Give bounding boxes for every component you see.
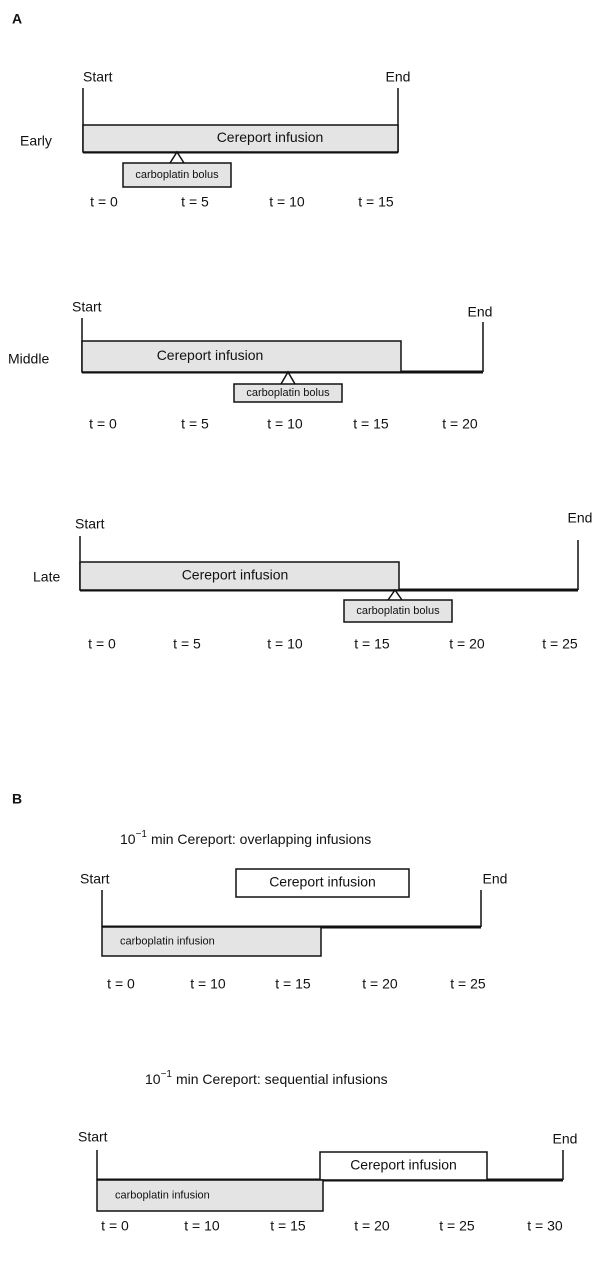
title-base: 10 — [120, 831, 136, 847]
bolus-box — [122, 162, 232, 188]
bolus-pointer — [387, 588, 403, 601]
infusion-label: Cereport infusion — [217, 129, 324, 145]
bolus-box — [233, 383, 343, 403]
time-label: t = 30 — [527, 1218, 563, 1234]
end-label: End — [483, 871, 508, 887]
cereport-bar — [319, 1151, 488, 1181]
infusion-label: Cereport infusion — [182, 567, 289, 583]
panel-label: A — [12, 11, 22, 27]
bolus-label: carboplatin bolus — [356, 605, 440, 617]
title-exponent: −1 — [161, 1069, 173, 1080]
time-label: t = 20 — [449, 636, 485, 652]
infusion-bar — [82, 124, 399, 153]
bolus-box — [343, 599, 453, 623]
time-label: t = 15 — [275, 976, 311, 992]
start-label: Start — [83, 69, 113, 85]
cereport-label: Cereport infusion — [269, 874, 376, 890]
time-label: t = 0 — [88, 636, 116, 652]
time-label: t = 15 — [270, 1218, 306, 1234]
time-label: t = 15 — [353, 416, 389, 432]
time-label: t = 15 — [354, 636, 390, 652]
time-label: t = 25 — [542, 636, 578, 652]
time-label: t = 0 — [90, 194, 118, 210]
time-label: t = 25 — [450, 976, 486, 992]
cereport-bar — [235, 868, 410, 898]
time-label: t = 10 — [184, 1218, 220, 1234]
time-label: t = 0 — [107, 976, 135, 992]
time-label: t = 10 — [267, 636, 303, 652]
carboplatin-label: carboplatin infusion — [120, 935, 215, 947]
bolus-label: carboplatin bolus — [135, 169, 219, 181]
schedule-name: Early — [20, 133, 52, 149]
time-label: t = 25 — [439, 1218, 475, 1234]
time-label: t = 5 — [181, 416, 209, 432]
panel-label: B — [12, 791, 22, 807]
time-label: t = 15 — [358, 194, 394, 210]
time-label: t = 10 — [190, 976, 226, 992]
title-text: min Cereport: overlapping infusions — [151, 831, 371, 847]
end-label: End — [386, 69, 411, 85]
infusion-bar — [81, 340, 402, 373]
schedule-title: 10−1 min Cereport: overlapping infusions — [120, 829, 371, 847]
time-label: t = 5 — [181, 194, 209, 210]
end-label: End — [568, 510, 593, 526]
start-label: Start — [72, 299, 102, 315]
time-label: t = 5 — [173, 636, 201, 652]
time-label: t = 20 — [354, 1218, 390, 1234]
infusion-label: Cereport infusion — [157, 347, 264, 363]
carboplatin-bar — [96, 1179, 324, 1212]
time-label: t = 10 — [267, 416, 303, 432]
start-label: Start — [78, 1129, 108, 1145]
bolus-pointer — [280, 370, 296, 385]
time-label: t = 10 — [269, 194, 305, 210]
time-label: t = 20 — [442, 416, 478, 432]
start-label: Start — [80, 871, 110, 887]
bolus-label: carboplatin bolus — [246, 387, 330, 399]
time-label: t = 0 — [89, 416, 117, 432]
carboplatin-label: carboplatin infusion — [115, 1189, 210, 1201]
infusion-bar — [79, 561, 400, 591]
time-label: t = 0 — [101, 1218, 129, 1234]
time-label: t = 20 — [362, 976, 398, 992]
title-exponent: −1 — [136, 829, 148, 840]
schedule-name: Middle — [8, 351, 49, 367]
title-text: min Cereport: sequential infusions — [176, 1071, 388, 1087]
schedule-name: Late — [33, 569, 60, 585]
end-label: End — [553, 1131, 578, 1147]
start-label: Start — [75, 516, 105, 532]
carboplatin-bar — [101, 926, 322, 957]
cereport-label: Cereport infusion — [350, 1157, 457, 1173]
end-label: End — [468, 304, 493, 320]
title-base: 10 — [145, 1071, 161, 1087]
bolus-pointer — [169, 150, 185, 164]
schedule-title: 10−1 min Cereport: sequential infusions — [145, 1069, 388, 1087]
